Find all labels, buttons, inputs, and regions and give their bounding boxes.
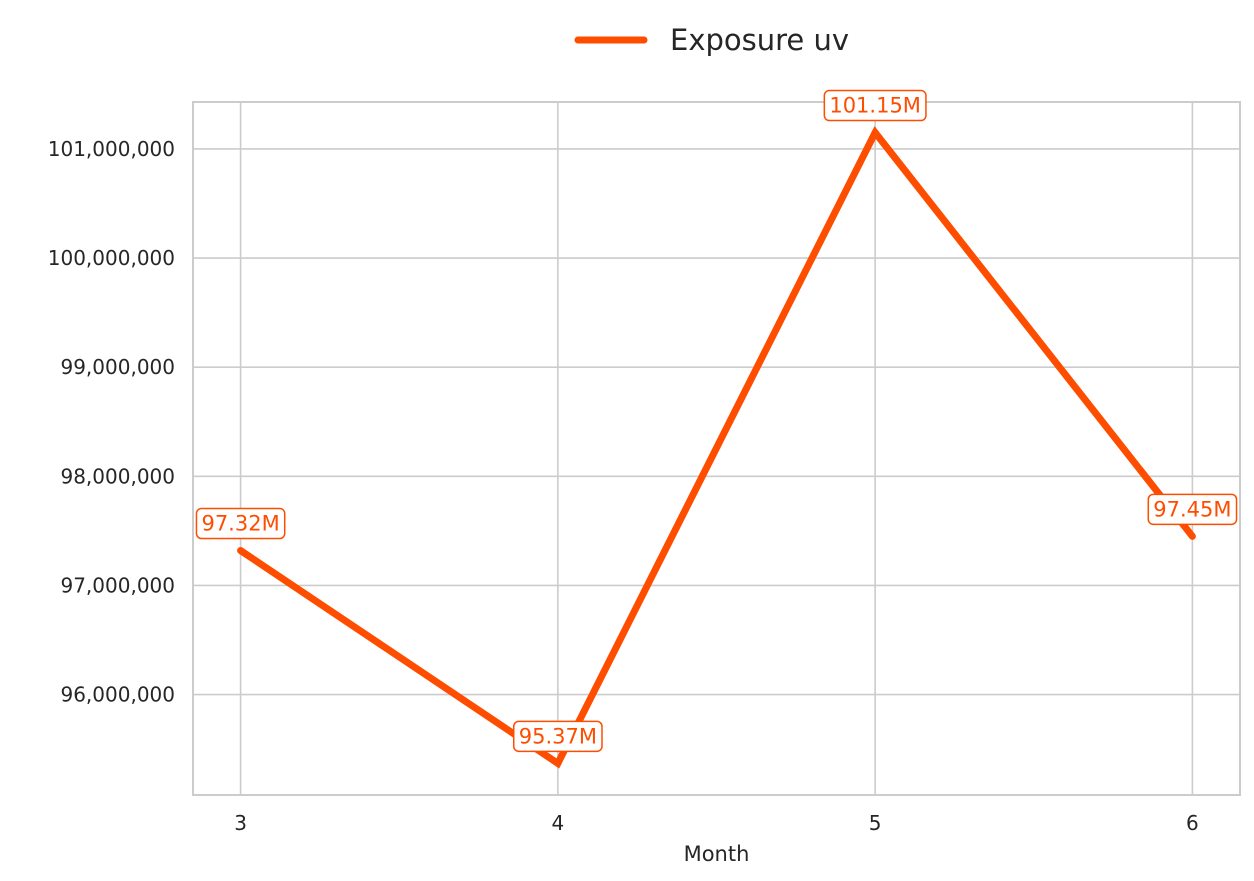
y-tick-label: 98,000,000 bbox=[60, 464, 175, 488]
data-point bbox=[871, 129, 879, 137]
y-tick-label: 96,000,000 bbox=[60, 683, 175, 707]
x-axis-label: Month bbox=[684, 842, 750, 866]
grid bbox=[193, 102, 1240, 795]
series-line-exposure-uv bbox=[238, 126, 1196, 769]
legend-label-exposure-uv: Exposure uv bbox=[670, 23, 849, 57]
plot-frame bbox=[192, 101, 1241, 796]
y-axis-ticks: 96,000,000 97,000,000 98,000,000 99,000,000… bbox=[48, 137, 175, 707]
data-label: 97.45M bbox=[1147, 493, 1238, 526]
data-labels: 97.32M 95.37M 101.15M 97.45M bbox=[195, 89, 1238, 753]
series-layer bbox=[237, 126, 1196, 769]
legend: Exposure uv bbox=[574, 23, 849, 57]
x-tick-label: 5 bbox=[869, 811, 882, 835]
data-point bbox=[554, 759, 562, 767]
x-tick-label: 3 bbox=[234, 811, 247, 835]
y-tick-label: 101,000,000 bbox=[48, 137, 175, 161]
data-point bbox=[1188, 532, 1196, 540]
data-label: 97.32M bbox=[195, 507, 286, 540]
data-label-text: 95.37M bbox=[519, 724, 597, 748]
data-point bbox=[237, 547, 245, 555]
y-tick-label: 99,000,000 bbox=[60, 355, 175, 379]
data-label-box bbox=[823, 89, 927, 122]
data-label: 101.15M bbox=[823, 89, 927, 122]
data-label-text: 97.32M bbox=[201, 512, 279, 536]
data-label-box bbox=[512, 720, 603, 753]
x-tick-label: 4 bbox=[551, 811, 564, 835]
x-axis-ticks: 3 4 5 6 bbox=[234, 811, 1199, 835]
data-label-box bbox=[195, 507, 286, 540]
y-tick-label: 100,000,000 bbox=[48, 246, 175, 270]
data-label-text: 101.15M bbox=[829, 94, 921, 118]
x-tick-label: 6 bbox=[1186, 811, 1199, 835]
y-tick-label: 97,000,000 bbox=[60, 573, 175, 597]
data-label-text: 97.45M bbox=[1153, 497, 1231, 521]
data-label: 95.37M bbox=[512, 720, 603, 753]
data-label-box bbox=[1147, 493, 1238, 526]
